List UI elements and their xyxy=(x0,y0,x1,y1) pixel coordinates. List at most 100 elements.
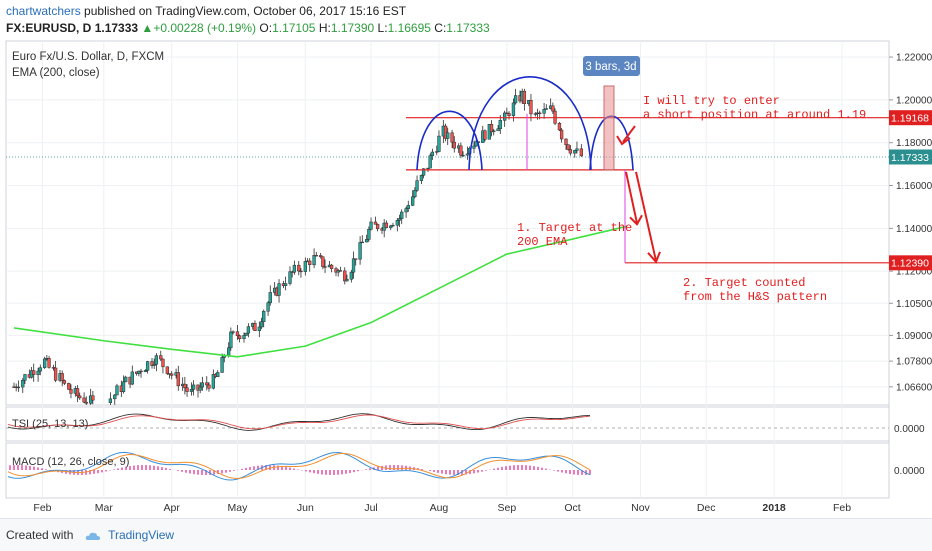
candle-body xyxy=(450,132,454,143)
price-change: +0.00228 (+0.19%) xyxy=(153,21,257,35)
candle-body xyxy=(522,90,527,104)
candle-body xyxy=(231,331,235,333)
candle-body xyxy=(507,113,511,116)
publish-info: published on TradingView.com, October 06… xyxy=(84,4,407,18)
time-tick-label: Apr xyxy=(164,502,181,514)
candle-body xyxy=(542,109,546,114)
candle-body xyxy=(266,302,270,312)
close-label: C: xyxy=(434,21,447,35)
left-shoulder-arc xyxy=(416,110,483,170)
candle-body xyxy=(237,335,242,340)
candle-body xyxy=(551,105,555,112)
candle-body xyxy=(367,228,371,240)
candle-body xyxy=(437,135,441,152)
candle-body xyxy=(446,132,450,139)
candle-body xyxy=(329,264,334,269)
up-arrow-icon: ▲ xyxy=(141,21,154,35)
candle-body xyxy=(511,102,516,116)
candle-body xyxy=(354,258,358,260)
macd-line xyxy=(7,451,591,481)
candle-body xyxy=(404,208,408,213)
candle-body xyxy=(227,347,231,356)
price-tick-label: 1.07800 xyxy=(896,357,932,368)
candle-body xyxy=(145,361,150,371)
candle-body xyxy=(349,271,353,280)
time-tick-label: Feb xyxy=(33,502,51,514)
candle-body xyxy=(413,190,417,197)
candle-body xyxy=(461,154,465,157)
last-price: 1.17333 xyxy=(94,21,139,35)
candle-body xyxy=(176,372,180,387)
open-label: O: xyxy=(259,21,273,35)
candle-body xyxy=(183,383,187,389)
macd-signal-line xyxy=(7,453,591,479)
candle-body xyxy=(538,112,542,114)
candle-body xyxy=(489,124,494,133)
bar-range-label: 3 bars, 3d xyxy=(585,61,636,73)
price-tick-label: 1.09000 xyxy=(896,331,932,342)
target-arrows xyxy=(616,125,661,264)
candle-body xyxy=(235,331,240,337)
high-label: H: xyxy=(318,21,331,35)
tradingview-link[interactable]: TradingView xyxy=(108,528,175,542)
bar-range-tag: 3 bars, 3d xyxy=(583,56,640,76)
candle-body xyxy=(246,326,251,334)
resistance-price-tag: 1.19168 xyxy=(889,110,932,126)
candle-body xyxy=(496,128,500,132)
candle-body xyxy=(185,387,189,392)
candle-body xyxy=(559,129,564,140)
candle-body xyxy=(345,279,349,282)
candle-body xyxy=(573,150,577,154)
candle-body xyxy=(343,270,347,282)
candle-body xyxy=(472,145,476,149)
candle-body xyxy=(498,120,502,130)
candle-body xyxy=(205,382,209,386)
candle-body xyxy=(575,148,579,151)
candle-body xyxy=(139,370,143,373)
main-pane xyxy=(5,40,890,406)
candle-body xyxy=(314,255,318,257)
candle-body xyxy=(579,148,583,157)
candle-body xyxy=(150,361,154,366)
candle-body xyxy=(513,95,518,104)
ema-200-line xyxy=(13,225,628,358)
candle-body xyxy=(16,386,21,389)
candle-body xyxy=(406,205,410,209)
candle-body xyxy=(211,374,215,389)
target-1-arrow xyxy=(625,171,643,226)
candle-body xyxy=(38,367,42,372)
candle-body xyxy=(365,239,369,243)
candle-body xyxy=(351,258,356,273)
author-link[interactable]: chartwatchers xyxy=(6,4,81,18)
footer: Created with TradingView xyxy=(0,518,932,551)
quote-line: FX:EURUSD, D 1.17333 ▲+0.00228 (+0.19%) … xyxy=(6,21,490,35)
price-tick-label: 1.22000 xyxy=(896,53,932,64)
low-value: 1.16695 xyxy=(387,21,431,35)
candle-body xyxy=(78,395,82,399)
candle-body xyxy=(430,151,435,157)
macd-legend: MACD (12, 26, close, 9) xyxy=(12,456,129,468)
candle-body xyxy=(170,373,174,376)
symbol-label[interactable]: FX:EURUSD, D xyxy=(6,21,92,35)
candle-body xyxy=(108,398,113,403)
price-tick-label: 1.14000 xyxy=(896,224,932,235)
candle-body xyxy=(435,151,439,153)
candle-body xyxy=(323,266,327,268)
price-axis[interactable]: 1.22000 1.20000 1.18000 1.16000 1.14000 1.120… xyxy=(889,53,932,394)
candle-body xyxy=(564,138,568,146)
time-tick-label: Feb xyxy=(833,502,851,514)
ema-legend: EMA (200, close) xyxy=(12,67,100,79)
candle-body xyxy=(299,270,303,273)
price-chart[interactable]: 1.22000 1.20000 1.18000 1.16000 1.14000 1.120… xyxy=(0,40,932,518)
candle-body xyxy=(21,379,25,388)
candle-body xyxy=(400,211,404,219)
candle-body xyxy=(143,370,148,373)
candle-body xyxy=(32,370,36,375)
candle-body xyxy=(483,130,487,140)
current-price-label: 1.17333 xyxy=(891,152,929,164)
candle-body xyxy=(82,397,86,403)
time-tick-label: Aug xyxy=(430,502,449,514)
open-value: 1.17105 xyxy=(272,21,316,35)
candle-body xyxy=(161,358,165,368)
time-axis[interactable]: Feb Mar Apr May Jun Jul Aug Sep Oct Nov Dec 2018 Feb xyxy=(33,502,851,514)
